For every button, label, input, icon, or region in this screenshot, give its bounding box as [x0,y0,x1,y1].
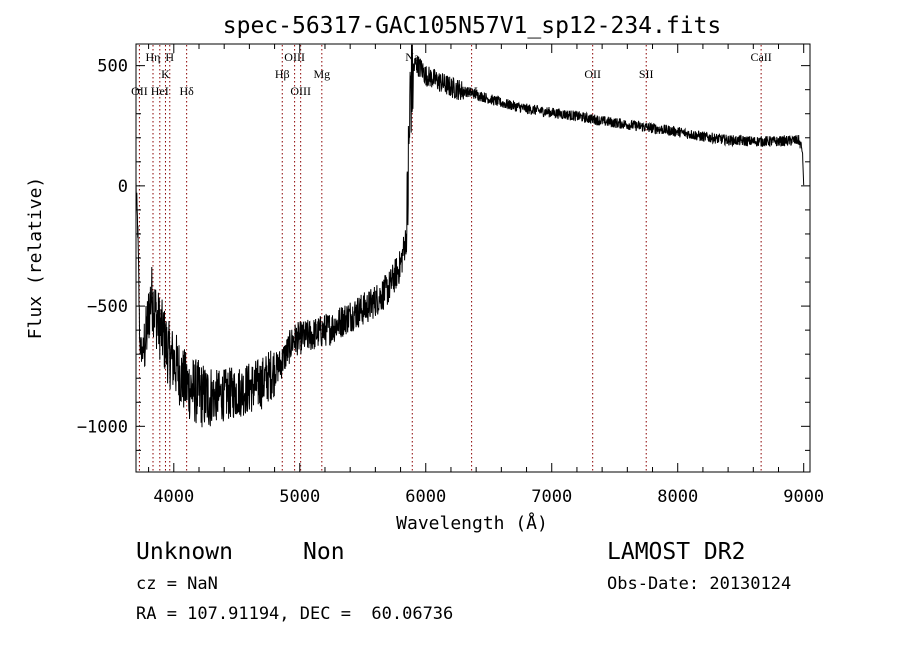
line-marker-label: CaII [750,50,771,64]
chart-title: spec-56317-GAC105N57V1_sp12-234.fits [223,13,722,39]
line-marker-label: SII [639,67,654,81]
line-marker-label: Hη [146,50,161,64]
redshift-label: cz = NaN [136,574,218,594]
survey-label: LAMOST DR2 [607,539,745,565]
y-tick-label: −1000 [77,417,128,437]
line-marker-label: OII [584,67,601,81]
x-tick-label: 4000 [153,487,194,507]
coordinates-label: RA = 107.91194, DEC = 60.06736 [136,604,453,624]
line-marker-label: K [161,67,170,81]
class-label: Unknown [136,539,233,565]
line-marker-label: HeI [151,84,169,98]
line-marker-label: OII [131,84,148,98]
line-marker-label: OIII [284,50,305,64]
x-tick-label: 6000 [405,487,446,507]
spectrum-line [135,44,805,428]
emission-line-markers [138,45,762,471]
line-marker-label: Hδ [179,84,194,98]
y-tick-label: −500 [87,297,128,317]
y-axis-ticks: −1000 −500 0 500 [77,57,810,451]
y-tick-label: 500 [97,57,128,77]
x-tick-label: 5000 [279,487,320,507]
line-marker-label: Hβ [275,67,290,81]
line-marker-label: OIII [290,84,311,98]
info-block: Unknown Non LAMOST DR2 cz = NaN Obs-Date… [136,539,791,624]
obs-date-label: Obs-Date: 20130124 [607,574,791,594]
x-axis-ticks: 4000 5000 6000 7000 8000 9000 [148,44,824,507]
x-tick-label: 9000 [783,487,824,507]
x-axis-label: Wavelength (Å) [396,512,548,534]
x-tick-label: 7000 [531,487,572,507]
y-axis-label: Flux (relative) [25,177,46,340]
line-marker-label: Mg [313,67,330,81]
y-tick-label: 0 [118,177,128,197]
line-marker-label: H [165,50,174,64]
subclass-label: Non [303,539,345,565]
x-tick-label: 8000 [657,487,698,507]
